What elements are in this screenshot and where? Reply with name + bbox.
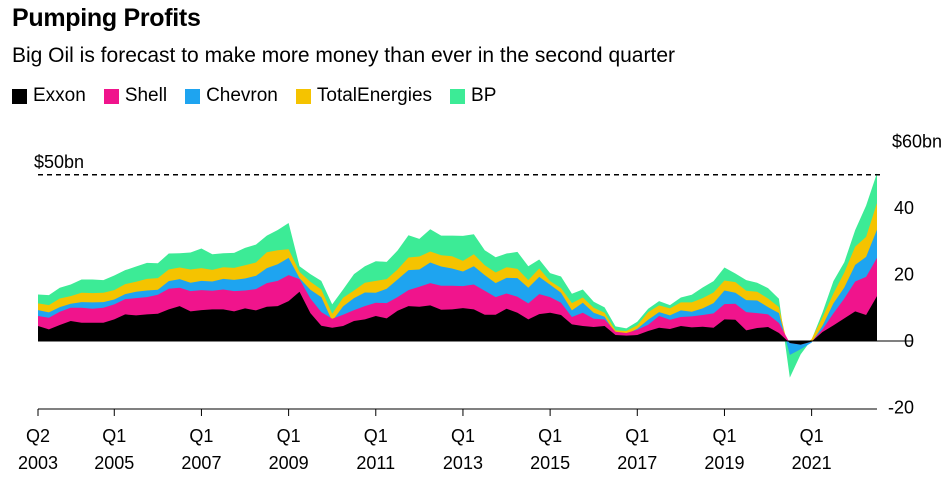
legend-label-totalenergies: TotalEnergies bbox=[316, 85, 433, 106]
x-tick-quarter: Q1 bbox=[538, 426, 562, 446]
x-tick-quarter: Q1 bbox=[800, 426, 824, 446]
y-tick-label: $60bn bbox=[892, 132, 942, 152]
area-layers bbox=[38, 173, 912, 378]
y-tick-label: 0 bbox=[904, 331, 914, 351]
x-tick-year: 2013 bbox=[443, 453, 483, 473]
legend-item-chevron: Chevron bbox=[185, 85, 278, 107]
legend-swatch-shell bbox=[103, 88, 119, 104]
legend-label-shell: Shell bbox=[124, 85, 168, 106]
x-tick-quarter: Q1 bbox=[625, 426, 649, 446]
x-tick-quarter: Q2 bbox=[26, 426, 50, 446]
area-exxon bbox=[38, 291, 877, 345]
reference-label: $50bn bbox=[34, 152, 84, 172]
y-axis: $60bn 40 20 0 -20 bbox=[888, 132, 942, 418]
x-tick-year: 2005 bbox=[94, 453, 134, 473]
legend-label-chevron: Chevron bbox=[206, 85, 278, 106]
x-tick-quarter: Q1 bbox=[364, 426, 388, 446]
x-tick-quarter: Q1 bbox=[277, 426, 301, 446]
y-tick-label: 40 bbox=[894, 198, 914, 218]
x-tick-quarter: Q1 bbox=[712, 426, 736, 446]
legend-swatch-totalenergies bbox=[295, 88, 311, 104]
x-tick-quarter: Q1 bbox=[451, 426, 475, 446]
x-tick-year: 2011 bbox=[356, 453, 395, 473]
x-tick-year: 2015 bbox=[530, 453, 570, 473]
legend-swatch-chevron bbox=[185, 88, 201, 104]
x-tick-year: 2019 bbox=[704, 453, 744, 473]
legend-label-exxon: Exxon bbox=[33, 85, 86, 106]
x-tick-year: 2021 bbox=[792, 453, 832, 473]
legend-item-totalenergies: TotalEnergies bbox=[295, 85, 433, 107]
legend-item-shell: Shell bbox=[103, 85, 168, 107]
x-tick-quarter: Q1 bbox=[102, 426, 126, 446]
x-tick-year: 2007 bbox=[181, 453, 221, 473]
legend-item-exxon: Exxon bbox=[12, 85, 86, 107]
y-tick-label: 20 bbox=[894, 265, 914, 285]
legend: Exxon Shell Chevron TotalEnergies BP bbox=[12, 85, 496, 107]
legend-swatch-exxon bbox=[12, 88, 27, 104]
x-tick-year: 2009 bbox=[269, 453, 309, 473]
legend-swatch-bp bbox=[450, 88, 466, 104]
x-tick-year: 2003 bbox=[18, 453, 58, 473]
legend-item-bp: BP bbox=[450, 85, 496, 107]
chart-subtitle: Big Oil is forecast to make more money t… bbox=[12, 44, 675, 67]
y-tick-label: -20 bbox=[888, 398, 914, 418]
x-tick-quarter: Q1 bbox=[189, 426, 213, 446]
x-axis: Q2 2003 Q1 2005 Q1 2007 Q1 2009 Q1 2011 Q1 2013 Q1 20… bbox=[18, 408, 877, 473]
x-tick-year: 2017 bbox=[617, 453, 657, 473]
legend-label-bp: BP bbox=[471, 85, 497, 106]
chart-title: Pumping Profits bbox=[12, 4, 201, 32]
